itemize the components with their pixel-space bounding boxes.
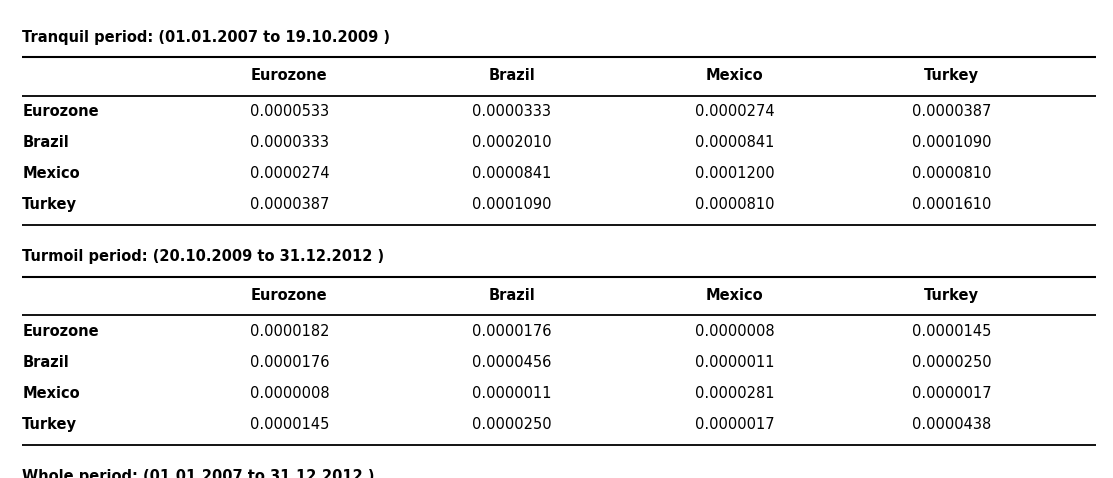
Text: 0.0000274: 0.0000274	[695, 104, 775, 119]
Text: Turkey: Turkey	[22, 417, 77, 432]
Text: Eurozone: Eurozone	[252, 288, 327, 303]
Text: 0.0001090: 0.0001090	[472, 197, 552, 212]
Text: Brazil: Brazil	[22, 355, 69, 369]
Text: 0.0000333: 0.0000333	[473, 104, 551, 119]
Text: Mexico: Mexico	[706, 288, 764, 303]
Text: 0.0000333: 0.0000333	[250, 135, 328, 150]
Text: 0.0000017: 0.0000017	[912, 386, 992, 401]
Text: 0.0000533: 0.0000533	[249, 104, 329, 119]
Text: 0.0000841: 0.0000841	[472, 166, 552, 181]
Text: 0.0000274: 0.0000274	[249, 166, 329, 181]
Text: 0.0000810: 0.0000810	[695, 197, 775, 212]
Text: Mexico: Mexico	[22, 166, 80, 181]
Text: 0.0000176: 0.0000176	[472, 324, 552, 338]
Text: 0.0000387: 0.0000387	[912, 104, 992, 119]
Text: Brazil: Brazil	[489, 288, 535, 303]
Text: Turmoil period: (20.10.2009 to 31.12.2012 ): Turmoil period: (20.10.2009 to 31.12.201…	[22, 250, 384, 264]
Text: 0.0000145: 0.0000145	[912, 324, 992, 338]
Text: 0.0001090: 0.0001090	[912, 135, 992, 150]
Text: 0.0000438: 0.0000438	[912, 417, 992, 432]
Text: Tranquil period: (01.01.2007 to 19.10.2009 ): Tranquil period: (01.01.2007 to 19.10.20…	[22, 30, 391, 44]
Text: 0.0000008: 0.0000008	[695, 324, 775, 338]
Text: Turkey: Turkey	[924, 288, 979, 303]
Text: 0.0000008: 0.0000008	[249, 386, 329, 401]
Text: 0.0000011: 0.0000011	[695, 355, 775, 369]
Text: 0.0000387: 0.0000387	[249, 197, 329, 212]
Text: 0.0000011: 0.0000011	[472, 386, 552, 401]
Text: 0.0000281: 0.0000281	[695, 386, 775, 401]
Text: Whole period: (01.01.2007 to 31.12.2012 ): Whole period: (01.01.2007 to 31.12.2012 …	[22, 469, 375, 478]
Text: 0.0000145: 0.0000145	[249, 417, 329, 432]
Text: Brazil: Brazil	[489, 68, 535, 83]
Text: Turkey: Turkey	[22, 197, 77, 212]
Text: 0.0000182: 0.0000182	[249, 324, 329, 338]
Text: 0.0000456: 0.0000456	[472, 355, 552, 369]
Text: 0.0000841: 0.0000841	[695, 135, 775, 150]
Text: Eurozone: Eurozone	[22, 324, 99, 338]
Text: 0.0000810: 0.0000810	[912, 166, 992, 181]
Text: 0.0002010: 0.0002010	[472, 135, 552, 150]
Text: 0.0001610: 0.0001610	[912, 197, 992, 212]
Text: Mexico: Mexico	[22, 386, 80, 401]
Text: 0.0001200: 0.0001200	[695, 166, 775, 181]
Text: Eurozone: Eurozone	[22, 104, 99, 119]
Text: Turkey: Turkey	[924, 68, 979, 83]
Text: Brazil: Brazil	[22, 135, 69, 150]
Text: 0.0000250: 0.0000250	[472, 417, 552, 432]
Text: 0.0000250: 0.0000250	[912, 355, 992, 369]
Text: Mexico: Mexico	[706, 68, 764, 83]
Text: 0.0000176: 0.0000176	[249, 355, 329, 369]
Text: Eurozone: Eurozone	[252, 68, 327, 83]
Text: 0.0000017: 0.0000017	[695, 417, 775, 432]
